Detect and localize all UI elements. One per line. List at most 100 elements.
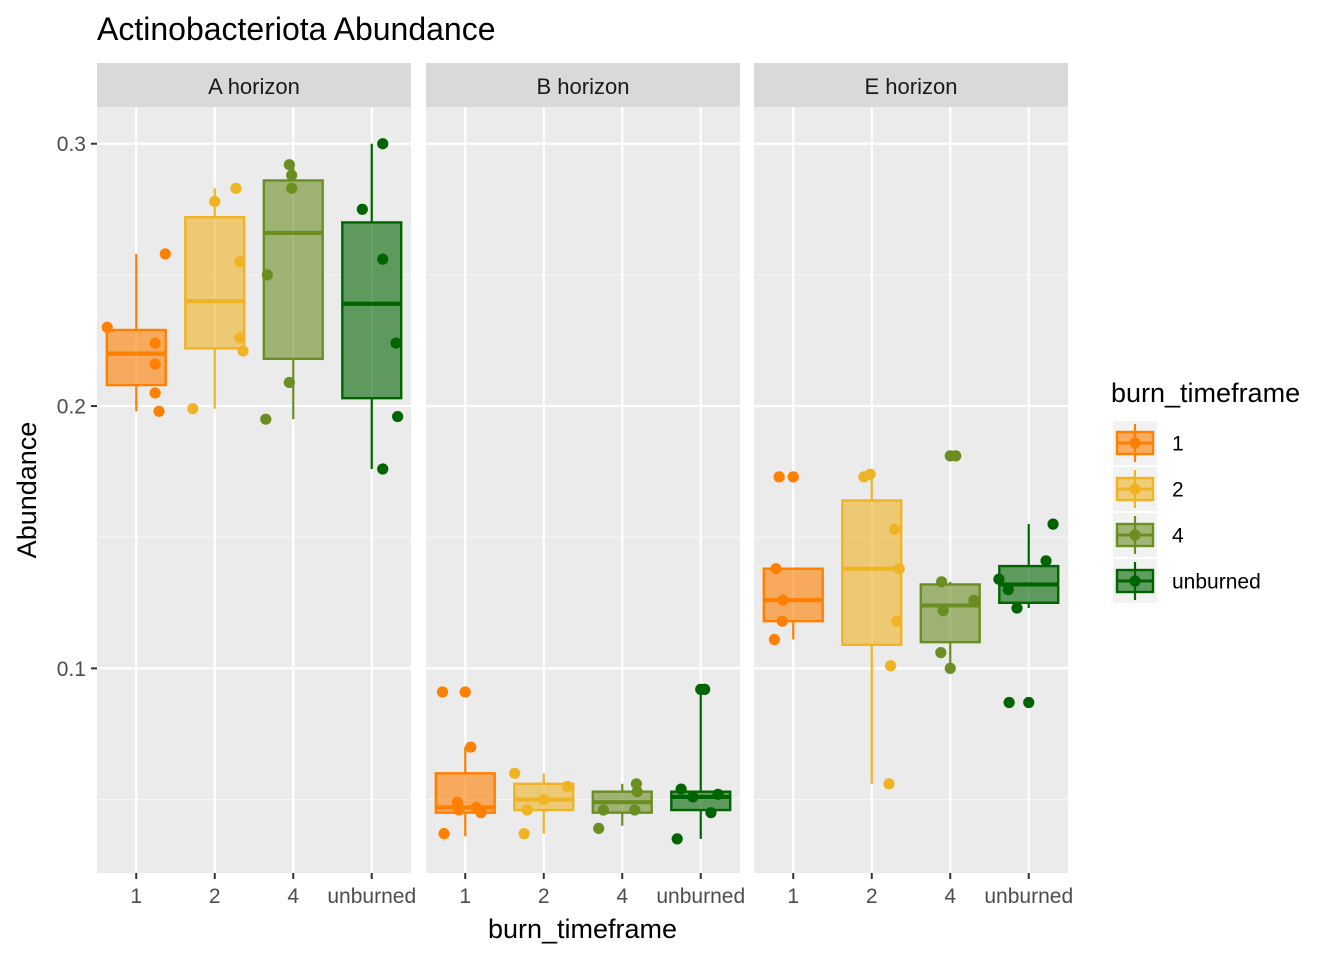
data-point — [593, 822, 605, 835]
strip-label-e-horizon: E horizon — [865, 74, 958, 99]
data-point — [944, 662, 956, 674]
y-tick-label: 0.3 — [57, 133, 86, 156]
data-point — [888, 523, 901, 535]
data-point — [768, 633, 781, 646]
data-point — [390, 337, 402, 349]
data-point — [770, 563, 782, 575]
data-point — [773, 471, 785, 483]
data-point — [436, 686, 449, 698]
box-a-horizon-1 — [101, 248, 171, 417]
data-point — [699, 683, 711, 695]
x-tick-label: 2 — [866, 885, 878, 908]
x-tick-label: 1 — [787, 885, 799, 908]
x-tick-label: unburned — [656, 885, 745, 908]
data-point — [705, 807, 717, 819]
data-point — [459, 686, 471, 698]
data-point — [631, 786, 643, 798]
data-point — [237, 345, 249, 357]
data-point — [261, 269, 273, 281]
legend-point — [1129, 529, 1141, 541]
data-point — [286, 182, 298, 194]
data-point — [283, 159, 295, 171]
data-point — [883, 778, 895, 790]
data-point — [377, 253, 389, 265]
box-b-horizon-2 — [509, 767, 575, 840]
data-point — [776, 615, 788, 627]
data-point — [234, 256, 246, 268]
x-tick-label: 4 — [944, 885, 956, 908]
data-point — [465, 741, 477, 753]
legend-point — [1129, 437, 1141, 449]
box-b-horizon-1 — [434, 686, 496, 840]
legend-entry-4: 4 — [1113, 513, 1184, 557]
box-body — [262, 179, 324, 361]
data-point — [260, 413, 272, 425]
box-body — [762, 567, 824, 623]
plot-background — [754, 107, 1068, 873]
data-point — [392, 410, 404, 423]
legend-label: 1 — [1172, 433, 1184, 456]
strip-label-a-horizon: A horizon — [208, 74, 300, 99]
data-point — [230, 182, 242, 194]
box-e-horizon-1 — [762, 471, 824, 646]
data-point — [1040, 555, 1052, 567]
data-point — [438, 828, 450, 840]
data-point — [509, 767, 521, 779]
data-point — [234, 332, 246, 344]
panel-e-horizon: E horizon 1 2 4 unburned — [754, 63, 1073, 908]
box-e-horizon-unburned — [993, 518, 1060, 709]
data-point — [101, 321, 113, 333]
panel-b-horizon: B horizon 1 2 4 unburned — [426, 63, 745, 908]
data-point — [538, 793, 550, 806]
data-point — [561, 780, 573, 793]
y-tick-label: 0.1 — [57, 658, 86, 681]
data-point — [712, 788, 724, 800]
legend-label: unburned — [1172, 571, 1261, 594]
data-point — [787, 471, 799, 483]
box-body — [184, 215, 246, 350]
data-point — [1011, 602, 1023, 614]
box-body — [341, 221, 403, 400]
x-tick-label: 4 — [616, 885, 628, 908]
y-tick-label: 0.2 — [57, 396, 86, 419]
data-point — [864, 468, 876, 480]
data-point — [597, 804, 610, 816]
box-b-horizon-unburned — [670, 683, 732, 845]
data-point — [475, 807, 487, 819]
data-point — [1003, 696, 1015, 709]
legend-point — [1129, 575, 1141, 587]
strip-e-horizon — [754, 63, 1068, 107]
data-point — [968, 594, 980, 606]
data-point — [884, 660, 897, 672]
box-e-horizon-2 — [841, 468, 905, 790]
data-point — [153, 405, 165, 417]
chart-title: Actinobacteriota Abundance — [97, 11, 496, 47]
data-point — [891, 615, 903, 627]
x-axis-title: burn_timeframe — [488, 914, 677, 944]
strip-a-horizon — [97, 63, 411, 107]
x-tick-label: 4 — [287, 885, 299, 908]
data-point — [950, 450, 962, 462]
data-point — [356, 203, 368, 215]
legend-title: burn_timeframe — [1111, 378, 1300, 408]
box-a-horizon-unburned — [341, 138, 404, 475]
y-axis: 0.1 0.2 0.3 — [57, 133, 97, 681]
data-point — [453, 804, 465, 816]
legend: burn_timeframe 1 2 4 unburned — [1111, 378, 1300, 603]
x-tick-label: 1 — [130, 885, 142, 908]
x-tick-label: 2 — [209, 885, 221, 908]
data-point — [187, 403, 199, 415]
legend-entry-1: 1 — [1113, 421, 1184, 465]
data-point — [377, 138, 389, 150]
data-point — [377, 463, 389, 475]
data-point — [687, 791, 699, 803]
x-tick-label: 1 — [459, 885, 471, 908]
data-point — [629, 804, 641, 816]
box-e-horizon-4 — [919, 450, 981, 674]
x-tick-label: unburned — [984, 885, 1073, 908]
legend-label: 4 — [1172, 525, 1184, 548]
box-body — [919, 583, 981, 644]
x-tick-label: 2 — [538, 885, 550, 908]
legend-entry-2: 2 — [1113, 467, 1184, 511]
box-b-horizon-4 — [591, 778, 653, 835]
